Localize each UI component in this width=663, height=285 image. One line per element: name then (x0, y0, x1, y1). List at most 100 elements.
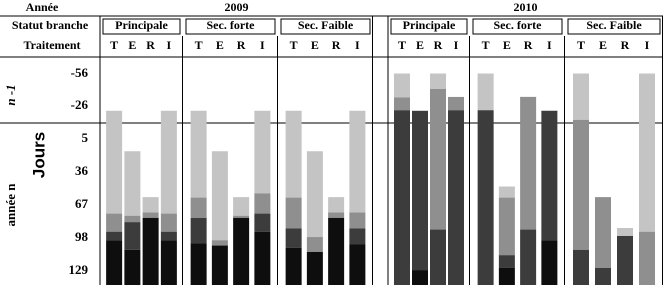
treatment-label: I (355, 38, 360, 52)
bar-segment (254, 231, 271, 285)
treatment-label: E (416, 38, 424, 52)
bar-segment (498, 197, 515, 256)
treatment-label: T (110, 38, 118, 52)
bar-segment (328, 197, 345, 213)
bar-segment (541, 111, 558, 241)
treatment-label: R (524, 38, 533, 52)
bar-segment (639, 73, 655, 232)
treatment-label: I (454, 38, 459, 52)
bar-segment (142, 217, 159, 285)
treatment-label: R (621, 38, 630, 52)
year-label: 2010 (514, 0, 538, 14)
bar-segment (617, 228, 633, 236)
bar-segment (328, 212, 345, 218)
treatment-label: I (547, 38, 552, 52)
bar-segment (254, 213, 271, 232)
treatment-header: Traitement (23, 38, 80, 52)
group-label: Sec. forte (207, 18, 256, 32)
group-header-box (185, 18, 276, 35)
status-header: Statut branche (12, 18, 89, 32)
treatment-label: E (311, 38, 319, 52)
bar-segment (412, 111, 428, 271)
bar-segment (106, 213, 123, 232)
bar-segment (211, 245, 228, 285)
treatment-label: I (645, 38, 650, 52)
treatment-label: E (128, 38, 136, 52)
bar-segment (448, 97, 464, 111)
bar-segment (160, 213, 177, 232)
group-header-box (567, 18, 661, 35)
bar-segment (285, 111, 302, 198)
bar-segment (233, 197, 250, 216)
bar-segment (328, 217, 345, 285)
treatment-label: I (167, 38, 172, 52)
y-tick-label: 129 (69, 262, 89, 277)
bar-segment (254, 193, 271, 214)
bar-segment (498, 186, 515, 198)
bar-segment (349, 244, 366, 285)
bar-segment (106, 231, 123, 241)
year-header: Année (26, 0, 59, 14)
group-header-box (472, 18, 563, 35)
bar-segment (520, 229, 537, 285)
bar-segment (412, 270, 428, 285)
y-tick-label: -26 (71, 97, 89, 112)
bar-segment (285, 228, 302, 248)
group-header-box (280, 18, 371, 35)
bar-segment (573, 119, 589, 250)
bar-segment (520, 97, 537, 230)
group-label: Principale (403, 18, 456, 32)
group-label: Sec. forte (494, 18, 543, 32)
treatment-label: R (434, 38, 443, 52)
bar-segment (541, 240, 558, 285)
group-header-box (102, 18, 181, 35)
bar-segment (160, 240, 177, 285)
bar-segment (160, 111, 177, 214)
bar-segment (349, 228, 366, 245)
bar-segment (595, 267, 611, 285)
treatment-label: E (216, 38, 224, 52)
y-tick-label: 5 (82, 130, 89, 145)
year-label: 2009 (225, 0, 249, 14)
bar-segment (349, 111, 366, 213)
group-label: Sec. Faible (298, 18, 354, 32)
bar-segment (190, 111, 207, 198)
bar-segment (124, 222, 141, 250)
bar-segment (573, 73, 589, 120)
y-axis-label: Jours (29, 132, 48, 178)
bar-segment (573, 249, 589, 285)
y-tick-label: 98 (75, 229, 89, 244)
bar-segment (430, 88, 446, 230)
treatment-label: I (260, 38, 265, 52)
bar-segment (233, 217, 250, 285)
treatment-label: R (332, 38, 341, 52)
treatment-label: R (237, 38, 246, 52)
bar-segment (498, 267, 515, 285)
bar-segment (285, 197, 302, 229)
bar-segment (448, 110, 464, 285)
group-label: Sec. Faible (586, 18, 642, 32)
group-label: Principale (115, 18, 168, 32)
treatment-label: R (146, 38, 155, 52)
bar-segment (211, 240, 228, 246)
bar-segment (233, 215, 250, 218)
treatment-label: T (195, 38, 203, 52)
treatment-label: E (503, 38, 511, 52)
bar-segment (477, 73, 494, 111)
treatment-label: T (398, 38, 406, 52)
bar-segment (160, 231, 177, 241)
bar-segment (639, 231, 655, 285)
bar-segment (254, 111, 271, 194)
bar-segment (306, 237, 323, 252)
bar-segment (142, 212, 159, 218)
bar-segment (106, 240, 123, 285)
bar-segment (211, 151, 228, 241)
bar-segment (498, 255, 515, 268)
bar-segment (285, 247, 302, 285)
bar-segment (190, 243, 207, 285)
bar-segment (124, 151, 141, 216)
bar-segment (595, 197, 611, 268)
bar-segment (190, 217, 207, 244)
y-tick-label: 67 (75, 196, 89, 211)
